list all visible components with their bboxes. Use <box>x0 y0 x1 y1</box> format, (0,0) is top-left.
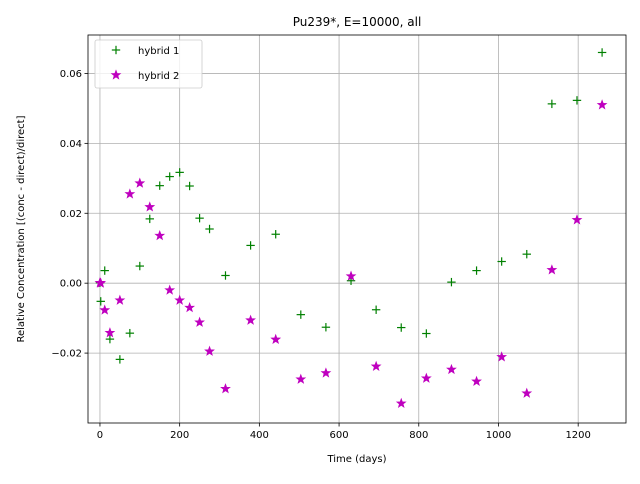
data-point <box>547 99 557 109</box>
data-point <box>105 334 115 344</box>
data-point <box>546 264 558 275</box>
data-point <box>164 284 176 295</box>
data-point <box>174 294 186 305</box>
data-point <box>521 387 533 398</box>
data-point <box>194 316 205 327</box>
legend-label-hybrid-1: hybrid 1 <box>138 46 179 57</box>
x-tick-label: 600 <box>330 430 349 441</box>
grid <box>88 35 626 423</box>
y-tick-label: 0.04 <box>60 139 82 150</box>
legend-marker-hybrid-2 <box>110 69 122 80</box>
data-point <box>321 323 331 332</box>
x-tick-label: 1000 <box>486 430 511 441</box>
legend: hybrid 1 hybrid 2 <box>94 39 203 89</box>
data-point <box>114 294 126 305</box>
data-point <box>245 314 256 325</box>
x-tick-label: 200 <box>170 430 189 441</box>
x-tick-label: 800 <box>409 430 428 441</box>
data-point <box>296 310 306 319</box>
data-point <box>271 230 280 239</box>
data-point <box>96 297 105 306</box>
plot-area-frame <box>87 34 627 424</box>
legend-marker-symbol <box>111 45 121 55</box>
data-point <box>597 48 607 57</box>
data-markers <box>94 48 608 409</box>
y-tick-label: 0.06 <box>60 69 82 80</box>
series-1 <box>95 48 607 364</box>
data-point <box>134 177 146 188</box>
data-point <box>104 327 116 338</box>
data-point <box>175 168 184 177</box>
data-point <box>184 301 196 313</box>
data-point <box>135 261 145 271</box>
data-point <box>115 355 125 364</box>
data-point <box>145 214 154 224</box>
data-point <box>100 266 109 275</box>
data-point <box>204 345 215 356</box>
data-point <box>165 172 174 181</box>
data-point <box>220 383 231 394</box>
data-point <box>496 351 508 362</box>
axis-ticks: 0 200 400 600 800 1000 1200 −0.02 0.00 0.02 0.04 0.… <box>51 69 591 441</box>
legend-frame <box>94 39 203 89</box>
data-point <box>472 266 481 275</box>
legend-marker-symbol <box>110 69 122 80</box>
data-point <box>596 99 608 110</box>
data-point <box>99 304 111 315</box>
data-point <box>572 96 582 105</box>
y-tick-label: −0.02 <box>51 349 82 360</box>
y-axis-label: Relative Concentration [(conc - direct)/… <box>16 115 27 342</box>
data-point <box>246 241 255 250</box>
data-point <box>124 188 136 199</box>
x-axis-label: Time (days) <box>326 454 386 465</box>
data-point <box>185 181 194 191</box>
data-point <box>125 328 135 338</box>
series-2 <box>94 99 608 409</box>
y-tick-label: 0.00 <box>60 279 82 290</box>
x-tick-label: 0 <box>97 430 103 441</box>
y-tick-label: 0.02 <box>60 209 82 220</box>
data-point <box>395 397 407 409</box>
legend-marker-hybrid-1 <box>111 45 121 55</box>
data-point <box>522 249 531 259</box>
chart-title: Pu239*, E=10000, all <box>293 15 422 29</box>
x-tick-label: 1200 <box>565 430 590 441</box>
data-point <box>471 375 482 386</box>
data-point <box>154 229 166 241</box>
data-point <box>155 181 164 190</box>
data-point <box>420 372 432 383</box>
data-point <box>295 373 307 384</box>
data-point <box>571 214 583 225</box>
data-point <box>370 360 382 371</box>
data-point <box>446 363 457 375</box>
data-point <box>95 277 107 288</box>
data-point <box>497 257 506 266</box>
data-point <box>397 323 406 332</box>
data-point <box>221 271 230 280</box>
x-tick-label: 400 <box>250 430 269 441</box>
legend-label-hybrid-2: hybrid 2 <box>138 71 179 82</box>
data-point <box>447 277 456 287</box>
data-point <box>270 333 282 345</box>
data-point <box>320 367 332 378</box>
data-point <box>144 201 156 212</box>
data-point <box>422 329 431 338</box>
data-point <box>195 213 204 223</box>
data-point <box>205 224 214 234</box>
data-point <box>345 270 357 281</box>
data-point <box>371 305 381 314</box>
